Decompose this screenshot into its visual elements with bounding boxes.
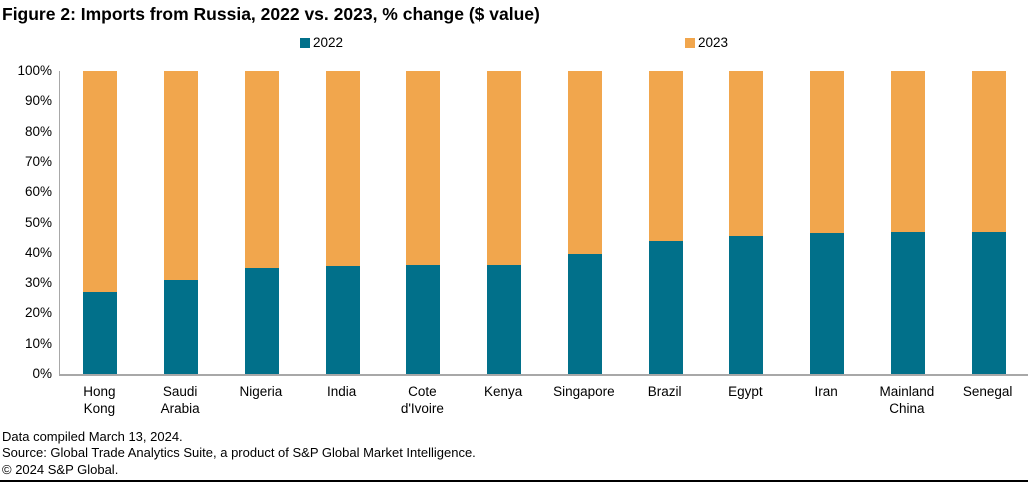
y-tick-label: 20% bbox=[24, 305, 52, 321]
bar-segment-2022 bbox=[487, 264, 522, 374]
bar-slot bbox=[222, 71, 303, 374]
x-axis-labels: Hong Kong Saudi Arabia Nigeria India Cote d'… bbox=[59, 383, 1028, 417]
stacked-bar bbox=[244, 71, 279, 374]
x-axis-category-label: Iran bbox=[814, 384, 838, 399]
bar-segment-2022 bbox=[810, 233, 845, 374]
footer-source: Source: Global Trade Analytics Suite, a … bbox=[2, 445, 476, 461]
bar-segment-2022 bbox=[648, 240, 683, 374]
stacked-bar bbox=[487, 71, 522, 374]
stacked-bar bbox=[567, 71, 602, 374]
legend-item-2022: 2022 bbox=[299, 35, 343, 50]
bar-segment-2023 bbox=[648, 71, 683, 241]
bar-segment-2023 bbox=[244, 71, 279, 268]
y-tick-label: 90% bbox=[24, 93, 52, 109]
bar-segment-2022 bbox=[971, 231, 1006, 374]
footer-compiled-date: Data compiled March 13, 2024. bbox=[2, 429, 183, 444]
bar-slot bbox=[141, 71, 222, 374]
stacked-bar bbox=[648, 71, 683, 374]
x-axis-category-label: India bbox=[326, 384, 357, 399]
bar-segment-2022 bbox=[729, 236, 764, 374]
bar-segment-2022 bbox=[83, 292, 118, 374]
y-tick-label: 30% bbox=[24, 275, 52, 291]
bar-slot bbox=[868, 71, 949, 374]
bar-slot bbox=[383, 71, 464, 374]
stacked-bar bbox=[164, 71, 199, 374]
y-tick-label: 70% bbox=[24, 153, 52, 169]
y-tick-label: 60% bbox=[24, 184, 52, 200]
bar-segment-2023 bbox=[83, 71, 118, 293]
x-axis-category-label: Egypt bbox=[728, 384, 763, 399]
bar-segment-2022 bbox=[406, 264, 441, 374]
stacked-bar bbox=[810, 71, 845, 374]
bar-slot bbox=[302, 71, 383, 374]
stacked-bar bbox=[406, 71, 441, 374]
legend-label-2023: 2023 bbox=[698, 35, 729, 50]
x-axis-category-label: Nigeria bbox=[239, 384, 283, 399]
stacked-bar bbox=[971, 71, 1006, 374]
stacked-bar bbox=[729, 71, 764, 374]
bar-segment-2023 bbox=[406, 71, 441, 265]
bar-segment-2022 bbox=[325, 266, 360, 374]
y-tick-label: 80% bbox=[24, 123, 52, 139]
bar-slot bbox=[625, 71, 706, 374]
legend: 2022 2023 bbox=[0, 35, 1028, 50]
bar-slot bbox=[948, 71, 1028, 374]
legend-label-2022: 2022 bbox=[312, 35, 343, 50]
stacked-bar bbox=[83, 71, 118, 374]
x-axis-category-label: Brazil bbox=[647, 384, 682, 399]
bar-slot bbox=[545, 71, 626, 374]
bar-slot bbox=[464, 71, 545, 374]
stacked-bar bbox=[325, 71, 360, 374]
legend-swatch-2023-icon bbox=[685, 37, 695, 48]
bar-segment-2022 bbox=[164, 280, 199, 374]
x-axis-category-label: Mainland China bbox=[879, 384, 935, 416]
footer-notes: Data compiled March 13, 2024. Source: Gl… bbox=[2, 429, 476, 478]
bar-slot bbox=[706, 71, 787, 374]
bar-segment-2022 bbox=[244, 267, 279, 374]
bar-segment-2023 bbox=[487, 71, 522, 265]
bottom-rule bbox=[0, 480, 1028, 482]
footer-copyright: © 2024 S&P Global. bbox=[2, 461, 119, 477]
chart-title: Figure 2: Imports from Russia, 2022 vs. … bbox=[2, 4, 540, 24]
bar-segment-2022 bbox=[567, 254, 602, 374]
legend-item-2023: 2023 bbox=[685, 35, 728, 50]
x-axis-category-label: Cote d'Ivoire bbox=[400, 384, 444, 416]
bar-slot bbox=[60, 71, 141, 374]
bar-segment-2023 bbox=[325, 71, 360, 267]
x-axis-category-label: Hong Kong bbox=[83, 384, 116, 416]
bar-segment-2023 bbox=[971, 71, 1006, 232]
stacked-bar bbox=[890, 71, 925, 374]
y-axis: 0% 10% 20% 30% 40% 50% 60% 70% 80% 90% 100% bbox=[0, 64, 52, 381]
y-tick-label: 10% bbox=[24, 335, 52, 351]
x-axis-category-label: Saudi Arabia bbox=[160, 384, 200, 416]
legend-swatch-2022-icon bbox=[299, 37, 310, 48]
x-axis-category-label: Senegal bbox=[962, 384, 1013, 399]
bar-segment-2023 bbox=[890, 71, 925, 232]
bar-segment-2023 bbox=[567, 71, 602, 255]
y-tick-label: 100% bbox=[17, 63, 52, 78]
bar-segment-2023 bbox=[164, 71, 199, 281]
bar-segment-2022 bbox=[890, 231, 925, 374]
bar-segment-2023 bbox=[729, 71, 764, 237]
y-tick-label: 40% bbox=[24, 244, 52, 260]
bar-slot bbox=[787, 71, 868, 374]
y-tick-label: 0% bbox=[32, 366, 52, 381]
bar-segment-2023 bbox=[810, 71, 845, 234]
x-axis-category-label: Kenya bbox=[483, 384, 523, 399]
y-tick-label: 50% bbox=[24, 214, 52, 230]
x-axis-category-label: Singapore bbox=[553, 384, 615, 399]
plot-area bbox=[59, 71, 1028, 376]
